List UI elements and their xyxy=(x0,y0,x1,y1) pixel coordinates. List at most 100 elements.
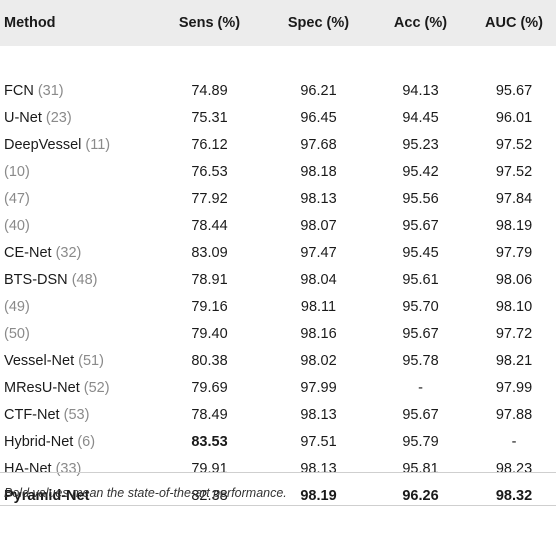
acc-cell: 95.61 xyxy=(402,272,439,288)
method-cell: Pyramid-Net xyxy=(4,486,89,506)
table-row: (10) 76.53 98.18 95.42 97.52 xyxy=(0,162,556,189)
auc-cell: 96.01 xyxy=(495,110,533,126)
table-row: (47) 77.92 98.13 95.56 97.84 xyxy=(0,189,556,216)
acc-cell: 95.23 xyxy=(402,137,439,153)
auc-cell: 98.21 xyxy=(495,353,533,369)
table-footnote: Bold values mean the state-of-the-art pe… xyxy=(4,486,287,500)
auc-cell: 95.67 xyxy=(495,83,533,99)
method-cell: CTF-Net (53) xyxy=(4,405,89,425)
sens-cell: 83.09 xyxy=(191,245,228,261)
table-row: Hybrid-Net (6) 83.53 97.51 95.79 - xyxy=(0,432,556,459)
sens-cell: 76.12 xyxy=(191,137,228,153)
spec-cell: 97.47 xyxy=(300,245,337,261)
auc-cell: 98.32 xyxy=(495,488,533,504)
bottom-divider xyxy=(0,505,556,506)
acc-cell: 95.45 xyxy=(402,245,439,261)
acc-cell: 95.67 xyxy=(402,218,439,234)
method-cell: (49) xyxy=(4,297,30,317)
method-cell: (50) xyxy=(4,324,30,344)
method-name: CE-Net xyxy=(4,245,52,261)
method-cell: HA-Net (33) xyxy=(4,459,81,479)
spec-cell: 98.19 xyxy=(300,488,337,504)
method-cell: BTS-DSN (48) xyxy=(4,270,97,290)
reference-number: (48) xyxy=(71,272,98,288)
acc-cell: 95.70 xyxy=(402,299,439,315)
header-acc: Acc (%) xyxy=(393,15,448,31)
sens-cell: 80.38 xyxy=(191,353,228,369)
reference-number: (51) xyxy=(78,353,104,369)
spec-cell: 98.13 xyxy=(300,191,337,207)
sens-cell: 79.16 xyxy=(191,299,228,315)
header-auc: AUC (%) xyxy=(485,15,543,31)
reference-number: (40) xyxy=(4,218,30,234)
reference-number: (23) xyxy=(45,110,72,126)
reference-number: (6) xyxy=(77,434,96,450)
header-sens: Sens (%) xyxy=(178,15,241,31)
sens-cell: 76.53 xyxy=(191,164,228,180)
auc-cell: 98.06 xyxy=(495,272,533,288)
acc-cell: 94.45 xyxy=(402,110,439,126)
sens-cell: 79.91 xyxy=(191,461,228,477)
method-name: Pyramid-Net xyxy=(4,488,90,504)
reference-number: (11) xyxy=(85,137,111,153)
method-name: MResU-Net xyxy=(4,380,80,396)
auc-cell: 97.52 xyxy=(495,164,533,180)
method-cell: (40) xyxy=(4,216,30,236)
auc-cell: 97.72 xyxy=(495,326,533,342)
method-cell: CE-Net (32) xyxy=(4,243,81,263)
spec-cell: 98.07 xyxy=(300,218,337,234)
method-name: Vessel-Net xyxy=(4,353,75,369)
spec-cell: 97.99 xyxy=(300,380,337,396)
sens-cell: 74.89 xyxy=(191,83,228,99)
method-cell: Vessel-Net (51) xyxy=(4,351,104,371)
acc-cell: 95.78 xyxy=(402,353,439,369)
table-row: DeepVessel (11) 76.12 97.68 95.23 97.52 xyxy=(0,135,556,162)
table-row: BTS-DSN (48) 78.91 98.04 95.61 98.06 xyxy=(0,270,556,297)
reference-number: (52) xyxy=(83,380,110,396)
method-cell: (47) xyxy=(4,189,30,209)
sens-cell: 75.31 xyxy=(191,110,228,126)
sens-cell: 78.44 xyxy=(191,218,228,234)
spec-cell: 97.51 xyxy=(300,434,337,450)
table-row: (49) 79.16 98.11 95.70 98.10 xyxy=(0,297,556,324)
acc-cell: 95.67 xyxy=(402,326,439,342)
reference-number: (47) xyxy=(4,191,30,207)
spec-cell: 98.02 xyxy=(300,353,337,369)
auc-cell: 98.19 xyxy=(495,218,533,234)
spec-cell: 98.04 xyxy=(300,272,337,288)
reference-number: (53) xyxy=(63,407,90,423)
table-row: MResU-Net (52) 79.69 97.99 - 97.99 xyxy=(0,378,556,405)
auc-cell: 97.52 xyxy=(495,137,533,153)
table-row: CE-Net (32) 83.09 97.47 95.45 97.79 xyxy=(0,243,556,270)
table-header: Method Sens (%) Spec (%) Acc (%) AUC (%) xyxy=(0,0,556,46)
table-row: (50) 79.40 98.16 95.67 97.72 xyxy=(0,324,556,351)
method-name: BTS-DSN xyxy=(4,272,68,288)
table-row: HA-Net (33) 79.91 98.13 95.81 98.23 xyxy=(0,459,556,486)
acc-cell: 95.56 xyxy=(402,191,439,207)
spec-cell: 98.13 xyxy=(300,407,337,423)
method-name: Hybrid-Net xyxy=(4,434,74,450)
method-cell: Hybrid-Net (6) xyxy=(4,432,95,452)
auc-cell: 98.10 xyxy=(495,299,533,315)
method-cell: U-Net (23) xyxy=(4,108,72,128)
method-cell: (10) xyxy=(4,162,30,182)
acc-cell: - xyxy=(418,380,423,396)
table-row: CTF-Net (53) 78.49 98.13 95.67 97.88 xyxy=(0,405,556,432)
header-spec: Spec (%) xyxy=(287,15,350,31)
auc-cell: - xyxy=(511,434,517,450)
table-row: FCN (31) 74.89 96.21 94.13 95.67 xyxy=(0,81,556,108)
method-cell: DeepVessel (11) xyxy=(4,135,110,155)
sens-cell: 79.69 xyxy=(191,380,228,396)
auc-cell: 97.99 xyxy=(495,380,533,396)
method-cell: FCN (31) xyxy=(4,81,64,101)
sens-cell: 82.38 xyxy=(191,488,228,504)
reference-number: (33) xyxy=(55,461,82,477)
sens-cell: 78.49 xyxy=(191,407,228,423)
spec-cell: 97.68 xyxy=(300,137,337,153)
method-name: CTF-Net xyxy=(4,407,60,423)
spec-cell: 96.45 xyxy=(300,110,337,126)
table-divider xyxy=(0,472,556,473)
reference-number: (31) xyxy=(37,83,64,99)
method-name: HA-Net xyxy=(4,461,52,477)
spec-cell: 96.21 xyxy=(300,83,337,99)
